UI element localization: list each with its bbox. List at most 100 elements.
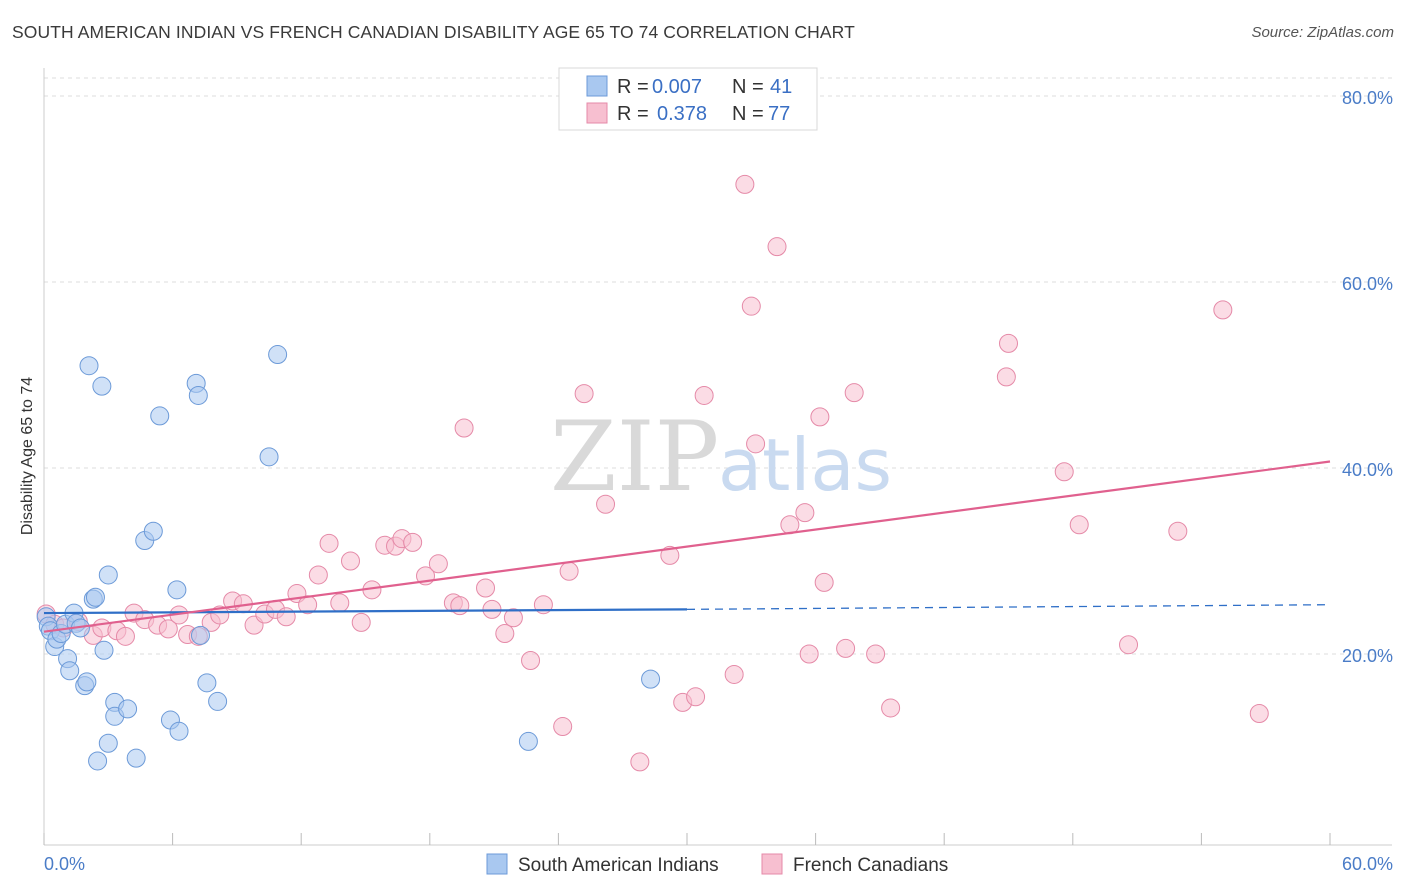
point-french-canadian-42 (495, 624, 515, 644)
data-points (36, 174, 1269, 772)
legend-r-value-1: 0.007 (652, 76, 702, 98)
chart-title: SOUTH AMERICAN INDIAN VS FRENCH CANADIAN… (12, 22, 855, 42)
legend-n-value-2: 77 (768, 103, 790, 125)
watermark-zip: ZIP (550, 401, 719, 513)
point-french-canadian-66 (866, 644, 886, 664)
legend-n-label-1: N = (732, 76, 764, 98)
point-french-canadian-65 (844, 383, 864, 403)
point-french-canadian-25 (308, 565, 328, 585)
point-french-canadian-39 (454, 418, 474, 438)
point-french-canadian-48 (574, 384, 594, 404)
point-south-american-indian-17 (92, 376, 112, 396)
y-tick-label: 80.0% (1342, 88, 1393, 108)
point-french-canadian-70 (1054, 462, 1074, 482)
point-french-canadian-55 (735, 174, 755, 194)
point-french-canadian-22 (276, 607, 296, 627)
point-south-american-indian-31 (169, 721, 189, 741)
point-french-canadian-40 (476, 578, 496, 598)
point-south-american-indian-37 (259, 447, 279, 467)
legend-swatch-blue (586, 75, 608, 97)
point-south-american-indian-24 (118, 699, 138, 719)
point-french-canadian-60 (795, 503, 815, 523)
point-french-canadian-75 (1249, 704, 1269, 724)
point-south-american-indian-35 (197, 673, 217, 693)
legend-n-value-1: 41 (770, 76, 792, 98)
legend-n-label-2: N = (732, 103, 764, 125)
point-french-canadian-64 (836, 638, 856, 658)
point-french-canadian-44 (521, 651, 541, 671)
point-french-canadian-69 (999, 333, 1018, 353)
watermark-atlas: atlas (718, 423, 892, 507)
x-tick-label-max: 60.0% (1342, 854, 1393, 874)
point-french-canadian-73 (1168, 521, 1188, 541)
point-french-canadian-27 (330, 593, 350, 613)
point-french-canadian-72 (1119, 635, 1139, 655)
point-south-american-indian-18 (94, 640, 114, 660)
legend-r-label-2: R = (617, 103, 649, 125)
point-french-canadian-74 (1213, 300, 1233, 320)
point-south-american-indian-34 (190, 625, 210, 645)
legend-r-value-2: 0.378 (657, 103, 707, 125)
point-south-american-indian-14 (79, 356, 99, 376)
legend: R = 0.007 N = 41 R = 0.378 N = 77 (558, 67, 818, 131)
bottom-legend-swatch-blue (486, 853, 508, 875)
point-french-canadian-53 (686, 687, 706, 707)
trend-line-south-american-indians-extension (686, 604, 1331, 611)
grid-lines (44, 77, 1392, 655)
point-french-canadian-11 (158, 619, 178, 639)
point-french-canadian-26 (319, 533, 339, 553)
point-south-american-indian-40 (641, 669, 661, 689)
trend-line-south-american-indians (43, 608, 688, 615)
bottom-legend-label-2: French Canadians (793, 855, 948, 876)
x-tick-label-min: 0.0% (44, 854, 85, 874)
watermark: ZIP atlas (550, 401, 892, 513)
bottom-legend-swatch-pink (761, 853, 783, 875)
point-south-american-indian-16 (85, 587, 105, 607)
point-south-american-indian-8 (60, 661, 80, 681)
point-french-canadian-67 (881, 698, 901, 718)
point-french-canadian-49 (596, 494, 616, 514)
point-south-american-indian-19 (98, 565, 118, 585)
point-french-canadian-57 (741, 296, 761, 316)
legend-r-label-1: R = (617, 76, 649, 98)
trend-lines (43, 460, 1331, 633)
chart-source: Source: ZipAtlas.com (1251, 24, 1394, 41)
y-tick-label: 20.0% (1342, 646, 1393, 666)
point-french-canadian-56 (746, 434, 766, 454)
point-french-canadian-71 (1069, 515, 1089, 535)
point-french-canadian-68 (996, 367, 1016, 387)
point-french-canadian-50 (630, 752, 650, 772)
point-south-american-indian-28 (150, 406, 170, 426)
point-south-american-indian-36 (208, 691, 228, 711)
tick-labels: 20.0% 40.0% 60.0% 80.0% 0.0% 60.0% (44, 88, 1393, 874)
bottom-legend-label-1: South American Indians (518, 855, 719, 876)
bottom-legend: South American Indians French Canadians (486, 853, 948, 876)
point-south-american-indian-25 (126, 748, 146, 768)
point-french-canadian-58 (767, 237, 787, 257)
point-french-canadian-7 (115, 626, 135, 646)
point-french-canadian-51 (660, 545, 680, 565)
point-south-american-indian-39 (518, 731, 538, 751)
point-south-american-indian-27 (143, 521, 163, 541)
point-south-american-indian-23 (88, 751, 108, 771)
point-french-canadian-36 (428, 554, 448, 574)
point-french-canadian-29 (351, 612, 371, 632)
point-south-american-indian-30 (167, 580, 187, 600)
point-french-canadian-34 (403, 532, 423, 552)
trend-line-french-canadians (43, 460, 1331, 633)
point-french-canadian-46 (553, 717, 573, 737)
y-tick-label: 40.0% (1342, 460, 1393, 480)
point-south-american-indian-20 (98, 733, 118, 753)
point-french-canadian-61 (799, 644, 819, 664)
point-french-canadian-16 (210, 605, 230, 625)
point-south-american-indian-33 (188, 385, 208, 405)
point-french-canadian-62 (810, 407, 830, 427)
point-french-canadian-54 (694, 385, 714, 405)
point-south-american-indian-13 (77, 672, 97, 692)
point-french-canadian-63 (814, 572, 834, 592)
axes (43, 68, 1392, 846)
y-tick-label: 60.0% (1342, 274, 1393, 294)
point-south-american-indian-38 (268, 345, 288, 365)
point-french-canadian-28 (340, 551, 360, 571)
